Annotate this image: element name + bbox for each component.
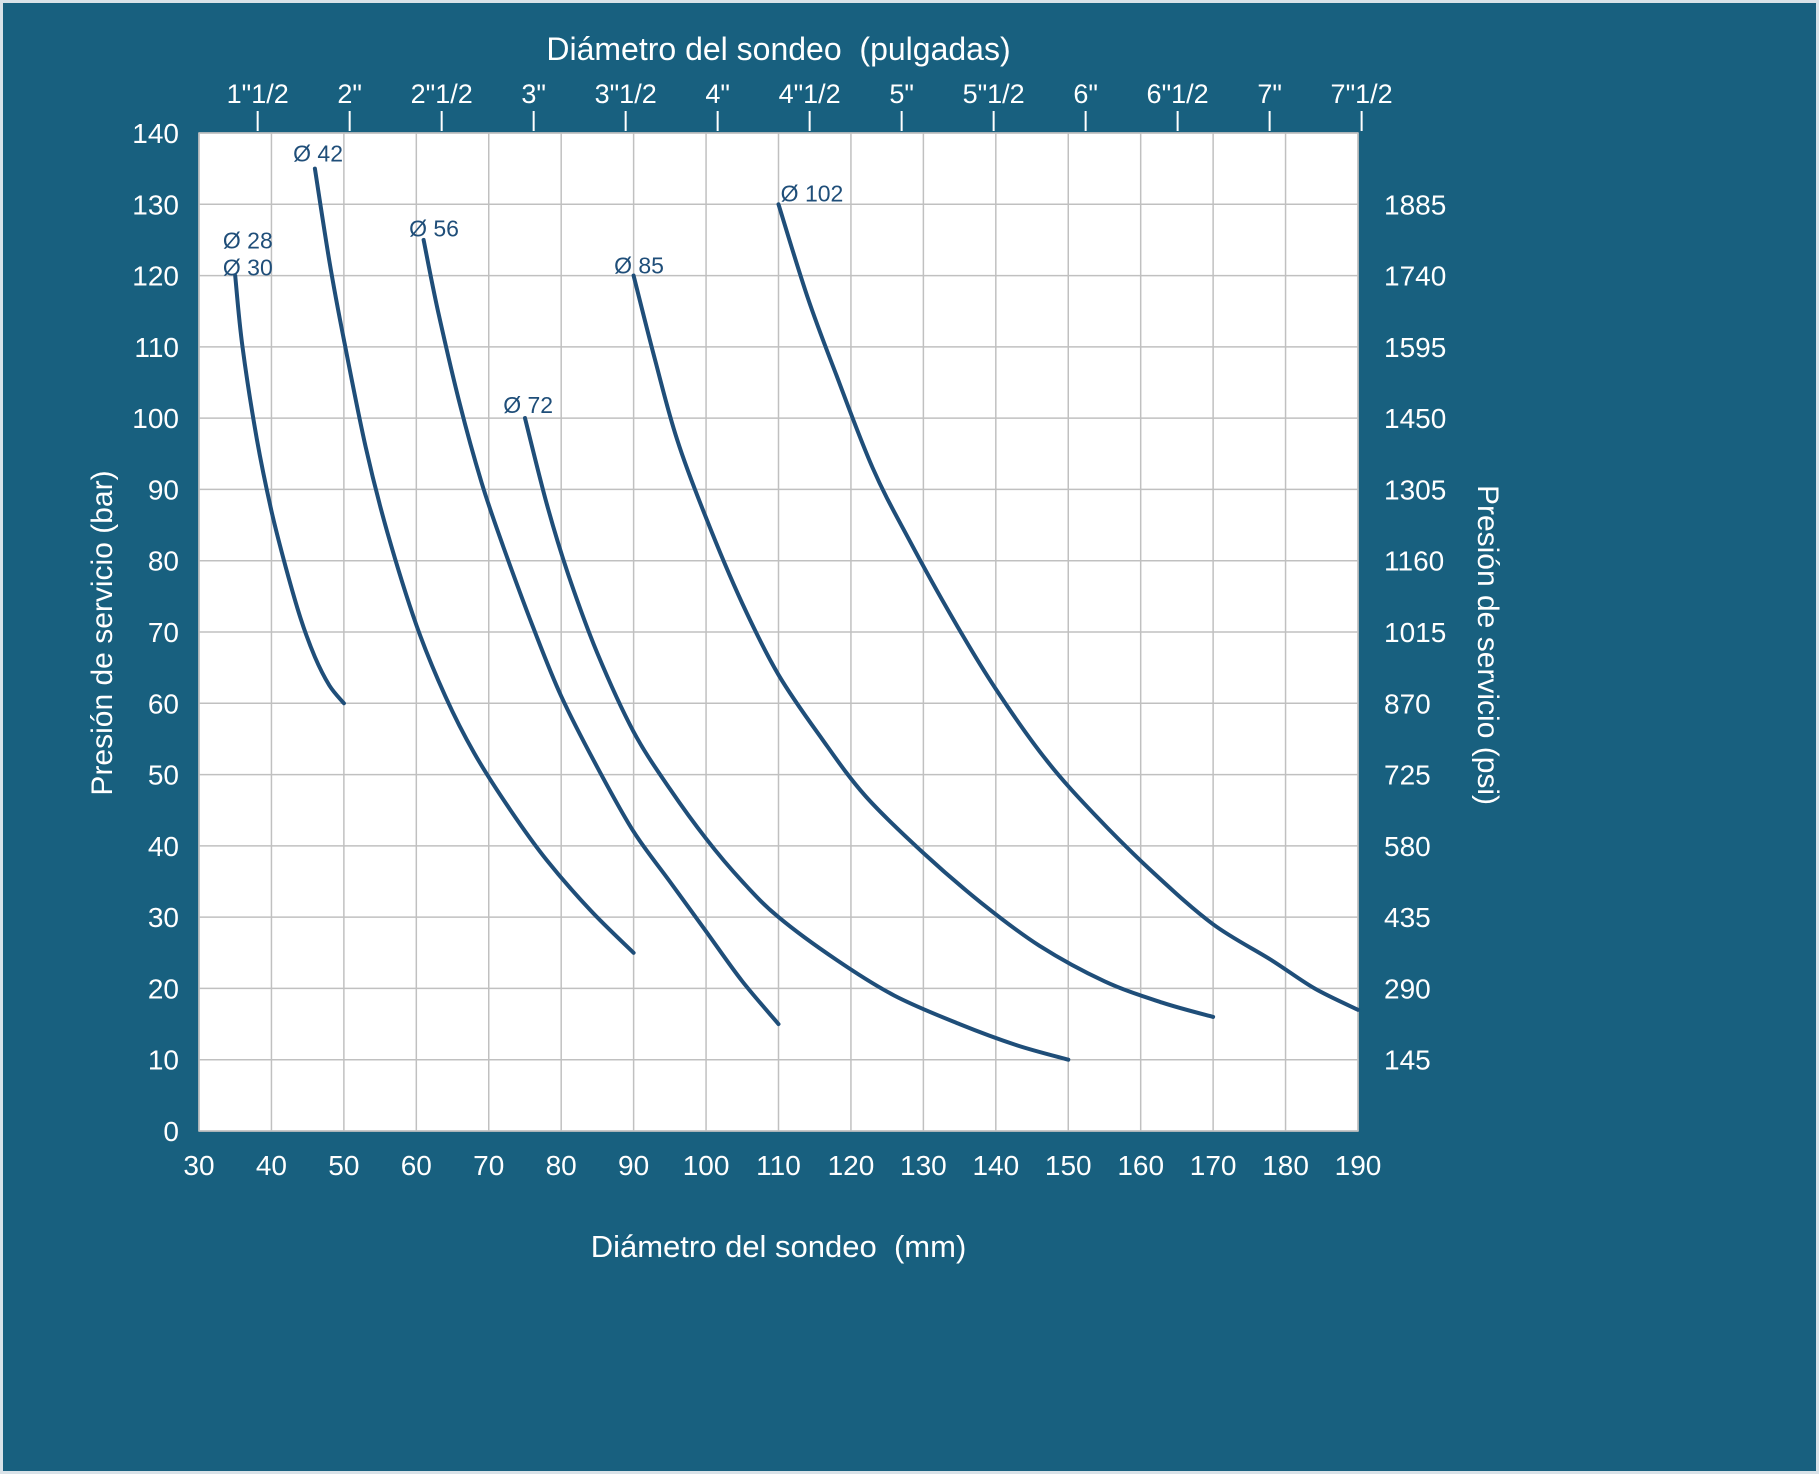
left-axis-tick-label: 110 [134, 332, 179, 363]
top-axis-tick-label: 6" [1073, 79, 1098, 109]
bottom-axis-tick-label: 120 [828, 1150, 875, 1181]
bottom-axis-tick-label: 150 [1045, 1150, 1092, 1181]
series-label: Ø 72 [503, 392, 553, 418]
left-axis-tick-label: 90 [148, 474, 179, 505]
top-axis-tick-label: 5" [889, 79, 914, 109]
top-axis-tick-label: 5"1/2 [963, 79, 1025, 109]
top-axis-tick-label: 1"1/2 [227, 79, 289, 109]
bottom-axis-tick-label: 40 [256, 1150, 287, 1181]
top-axis-tick-label: 2" [337, 79, 362, 109]
top-axis-tick-label: 7" [1257, 79, 1282, 109]
left-axis-tick-label: 100 [132, 403, 179, 434]
top-axis-tick-labels: 1"1/2 2" 2"1/2 3" 3"1/2 4" 4"1/2 5" 5"1/2 6" 6"1/2… [227, 79, 1393, 109]
top-axis-tick-label: 2"1/2 [411, 79, 473, 109]
bottom-axis-tick-label: 190 [1335, 1150, 1382, 1181]
left-axis-tick-label: 60 [148, 688, 179, 719]
plot-border [198, 132, 1359, 1132]
series-curve [233, 273, 346, 706]
right-axis-tick-label: 290 [1384, 973, 1431, 1004]
left-axis-tick-label: 130 [132, 189, 179, 220]
series-label: Ø 102 [781, 180, 844, 206]
bottom-axis-tick-label: 170 [1190, 1150, 1237, 1181]
bottom-axis-tick-label: 110 [756, 1150, 801, 1181]
bottom-axis-tick-label: 100 [683, 1150, 730, 1181]
top-axis-tick-label: 4"1/2 [779, 79, 841, 109]
top-axis-title: Diámetro del sondeo (pulgadas) [546, 31, 1011, 67]
left-axis-tick-label: 0 [163, 1116, 179, 1147]
left-axis-tick-label: 20 [148, 973, 179, 1004]
left-axis-tick-label: 50 [148, 760, 179, 791]
left-axis-tick-label: 40 [148, 831, 179, 862]
right-axis-tick-label: 1595 [1384, 332, 1446, 363]
right-axis-tick-label: 1450 [1384, 403, 1446, 434]
right-axis-tick-label: 1740 [1384, 261, 1446, 292]
series-curve [523, 416, 1071, 1062]
series-curve [631, 273, 1216, 1019]
right-axis-tick-label: 1885 [1384, 189, 1446, 220]
series-label: Ø 42 [293, 141, 343, 167]
bottom-axis-tick-label: 130 [900, 1150, 947, 1181]
left-axis-title: Presión de servicio (bar) [86, 470, 119, 796]
left-axis-tick-labels: 0 10 20 30 40 50 60 70 80 90 100 110 120 130 140 [132, 118, 179, 1147]
right-axis-tick-label: 1305 [1384, 474, 1446, 505]
series-labels: Ø 28Ø 30 Ø 42 Ø 56 Ø 72 Ø 85 Ø 102 [223, 141, 843, 419]
series-label: Ø 30 [223, 254, 273, 280]
right-axis-tick-label: 580 [1384, 831, 1431, 862]
right-axis-tick-label: 870 [1384, 688, 1431, 719]
bottom-axis-tick-labels: 30 40 50 60 70 80 90 100 110 120 130 140 150 160 170 18… [183, 1150, 1381, 1181]
left-axis-tick-label: 120 [132, 261, 179, 292]
series-curve [776, 202, 1360, 1012]
bottom-axis-tick-label: 70 [473, 1150, 504, 1181]
top-axis-tick-label: 4" [705, 79, 730, 109]
series-label: Ø 28 [223, 227, 273, 253]
left-axis-tick-label: 30 [148, 902, 179, 933]
right-axis-tick-label: 435 [1384, 902, 1431, 933]
bottom-axis-tick-label: 30 [183, 1150, 214, 1181]
top-axis-tick-label: 6"1/2 [1147, 79, 1209, 109]
left-axis-tick-label: 80 [148, 546, 179, 577]
left-axis-tick-label: 140 [132, 118, 179, 149]
right-axis-tick-label: 1160 [1384, 546, 1444, 577]
right-axis-title: Presión de servicio (psi) [1471, 484, 1504, 806]
top-axis-tick-label: 7"1/2 [1331, 79, 1393, 109]
right-axis-tick-labels: 145 290 435 580 725 870 1015 1160 1305 1450 1595 17… [1384, 189, 1446, 1075]
series-label: Ø 56 [409, 215, 459, 241]
series-curve [312, 166, 636, 955]
right-axis-tick-label: 725 [1384, 760, 1431, 791]
series-curves [233, 166, 1360, 1062]
gridlines [198, 132, 1359, 1132]
bottom-axis-tick-label: 60 [401, 1150, 432, 1181]
series-curve [421, 237, 781, 1027]
bottom-axis-title: Diámetro del sondeo (mm) [590, 1229, 967, 1264]
bottom-axis-tick-label: 140 [972, 1150, 1019, 1181]
bottom-axis-tick-label: 50 [328, 1150, 359, 1181]
bottom-axis-tick-label: 180 [1262, 1150, 1309, 1181]
top-axis-tick-label: 3"1/2 [595, 79, 657, 109]
bottom-axis-tick-label: 160 [1117, 1150, 1164, 1181]
chart-plot-svg: 1"1/2 2" 2"1/2 3" 3"1/2 4" 4"1/2 5" 5"1/2 6" 6"1/2… [132, 79, 1446, 1181]
series-label: Ø 85 [614, 252, 664, 278]
left-axis-tick-label: 70 [148, 617, 179, 648]
right-axis-tick-label: 1015 [1384, 617, 1446, 648]
top-axis-tick-label: 3" [521, 79, 546, 109]
bottom-axis-tick-label: 90 [618, 1150, 649, 1181]
left-axis-tick-label: 10 [148, 1045, 179, 1076]
top-axis-ticks [256, 111, 1363, 131]
bottom-axis-tick-label: 80 [546, 1150, 577, 1181]
right-axis-tick-label: 145 [1384, 1045, 1431, 1076]
